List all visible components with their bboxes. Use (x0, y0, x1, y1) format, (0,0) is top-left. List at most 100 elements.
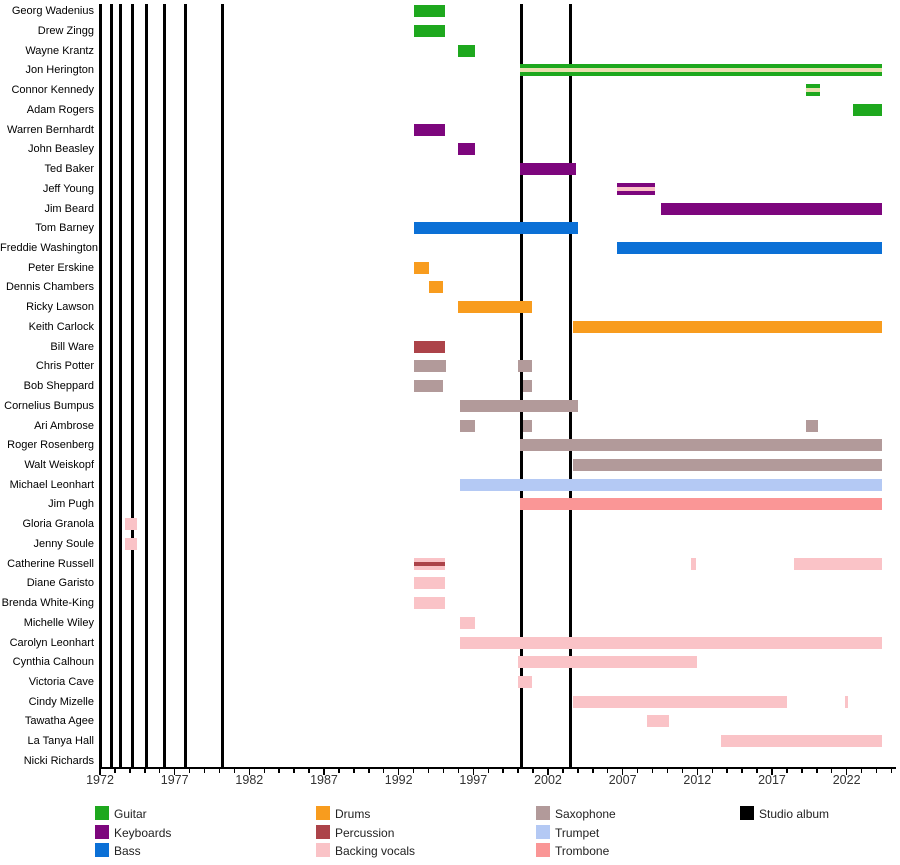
legend-label-drums: Drums (335, 807, 371, 821)
axis-minor-tick (830, 769, 833, 773)
x-axis-line (100, 767, 896, 769)
legend-label-trombone: Trombone (555, 844, 610, 859)
legend-swatch-guitar (95, 806, 109, 820)
timeline-bar (413, 597, 445, 610)
timeline-bar (721, 735, 883, 748)
legend-swatch-percussion (316, 824, 330, 839)
axis-minor-tick (606, 769, 609, 773)
axis-minor-tick (353, 769, 355, 773)
axis-tick-label: 2007 (608, 773, 637, 787)
axis-minor-tick (816, 769, 818, 773)
member-label: Dennis Chambers (5, 281, 94, 294)
timeline-bar (519, 498, 883, 511)
axis-tick-label: 1982 (235, 773, 264, 787)
axis-minor-tick (577, 769, 579, 773)
legend-swatch-keyboards (95, 824, 109, 839)
timeline-bar (459, 616, 475, 629)
member-label: Ted Baker (44, 163, 94, 176)
member-label: Ricky Lawson (26, 301, 94, 314)
album-line (162, 4, 166, 769)
axis-minor-tick (711, 769, 713, 773)
member-label: Carolyn Leonhart (9, 636, 94, 649)
timeline-bar (691, 557, 696, 570)
timeline-bar (125, 537, 138, 550)
legend-swatch-backing_vocals (316, 843, 330, 858)
axis-tick-label: 1977 (160, 773, 189, 787)
axis-major-tick (472, 769, 475, 775)
axis-major-tick (696, 769, 699, 775)
member-label: Wayne Krantz (25, 44, 94, 57)
axis-tick-label: 2017 (758, 773, 786, 787)
timeline-bar (616, 241, 883, 254)
member-label: Peter Erskine (27, 261, 94, 274)
timeline-bar (845, 695, 849, 708)
timeline-bar (573, 320, 883, 333)
axis-minor-tick (114, 769, 116, 773)
member-label: Freddie Washington (0, 241, 99, 254)
member-label: Jim Beard (44, 202, 94, 215)
axis-minor-tick (457, 769, 460, 773)
axis-tick-label: 1997 (459, 773, 488, 787)
axis-minor-tick (487, 769, 489, 773)
axis-minor-tick (562, 769, 564, 773)
axis-minor-tick (890, 769, 893, 773)
axis-minor-tick (517, 769, 519, 773)
axis-minor-tick (681, 769, 684, 773)
member-label: Walt Weiskopf (24, 458, 94, 471)
timeline-bar (458, 143, 475, 156)
legend-swatch-trumpet (536, 824, 550, 839)
member-label: Jeff Young (42, 182, 94, 195)
member-label: Cornelius Bumpus (4, 399, 94, 412)
timeline-bar (459, 399, 578, 412)
timeline-bar (522, 419, 532, 432)
y-axis-line (98, 4, 102, 769)
legend-label-studio_album: Studio album (759, 807, 830, 821)
axis-minor-tick (636, 769, 639, 773)
member-label: Warren Bernhardt (6, 123, 94, 136)
timeline-bar (413, 24, 445, 37)
axis-minor-tick (263, 769, 265, 773)
axis-minor-tick (741, 769, 743, 773)
member-label: Ari Ambrose (34, 419, 94, 432)
axis-major-tick (99, 769, 101, 775)
axis-minor-tick (502, 769, 504, 773)
member-label: Connor Kennedy (11, 84, 94, 97)
timeline-bar (413, 123, 445, 136)
timeline-bar (852, 103, 883, 116)
member-label: Catherine Russell (7, 557, 94, 570)
axis-minor-tick (188, 769, 191, 773)
axis-minor-tick (427, 769, 430, 773)
timeline-bar (458, 44, 475, 57)
axis-tick-label: 1992 (384, 773, 413, 787)
timeline-bar (428, 281, 444, 294)
timeline-bar-stripe (413, 561, 445, 566)
timeline-bar (413, 360, 447, 373)
album-line (110, 4, 114, 769)
axis-minor-tick (293, 769, 295, 773)
album-line (131, 4, 135, 769)
axis-minor-tick (412, 769, 415, 773)
axis-tick-label: 2022 (832, 773, 861, 787)
axis-minor-tick (338, 769, 340, 773)
timeline-bar-stripe (519, 68, 883, 73)
axis-major-tick (771, 769, 773, 775)
axis-minor-tick (158, 769, 161, 773)
album-line (119, 4, 123, 769)
timeline-bar-stripe (616, 186, 656, 191)
axis-major-tick (323, 769, 325, 775)
timeline-bar (518, 676, 532, 689)
member-label: Jon Herington (25, 64, 95, 77)
member-label: John Beasley (27, 143, 94, 156)
axis-major-tick (547, 769, 549, 775)
member-label: Victoria Cave (28, 676, 94, 689)
axis-minor-tick (218, 769, 221, 773)
legend-label-saxophone: Saxophone (555, 807, 616, 821)
member-label: Drew Zingg (37, 24, 94, 37)
member-label: Brenda White-King (1, 597, 94, 610)
axis-minor-tick (382, 769, 385, 773)
axis-minor-tick (203, 769, 206, 773)
axis-minor-tick (233, 769, 236, 773)
timeline-bar (518, 360, 532, 373)
timeline-bar (646, 715, 669, 728)
